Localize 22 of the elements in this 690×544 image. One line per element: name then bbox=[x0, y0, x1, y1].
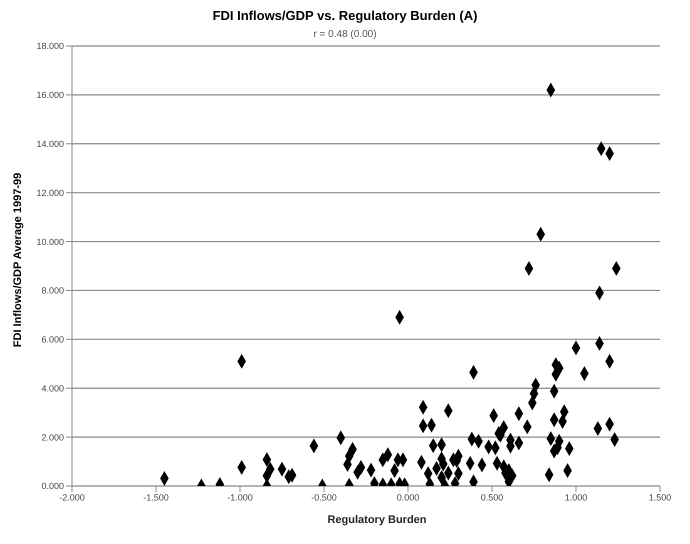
chart-subtitle: r = 0.48 (0.00) bbox=[312, 29, 378, 40]
y-tick-label: 8.000 bbox=[41, 286, 64, 296]
x-tick-label: -0.500 bbox=[311, 492, 337, 502]
x-tick-label: -2.000 bbox=[59, 492, 85, 502]
x-tick-label: 1.500 bbox=[648, 492, 672, 502]
x-tick-label: 0.000 bbox=[396, 492, 420, 502]
x-tick-label: -1.000 bbox=[227, 492, 253, 502]
y-tick-label: 6.000 bbox=[41, 334, 64, 345]
x-axis-title: Regulatory Burden bbox=[326, 514, 428, 526]
x-tick-label: 1.000 bbox=[564, 492, 588, 502]
y-axis-title: FDI Inflows/GDP Average 1997-99 bbox=[12, 172, 24, 348]
x-tick-label: 0.500 bbox=[480, 492, 504, 502]
y-tick-label: 14.000 bbox=[36, 138, 64, 149]
y-tick-label: 12.000 bbox=[36, 188, 64, 198]
y-tick-label: 4.000 bbox=[41, 383, 64, 394]
x-tick-label: -1.500 bbox=[143, 492, 169, 502]
y-tick-label: 2.000 bbox=[41, 432, 64, 442]
y-tick-label: 16.000 bbox=[36, 90, 64, 100]
y-tick-label: 10.000 bbox=[36, 236, 64, 247]
y-tick-label: 0.000 bbox=[41, 481, 64, 492]
y-tick-label: 18.000 bbox=[36, 41, 64, 52]
chart-title: FDI Inflows/GDP vs. Regulatory Burden (A) bbox=[212, 8, 478, 23]
